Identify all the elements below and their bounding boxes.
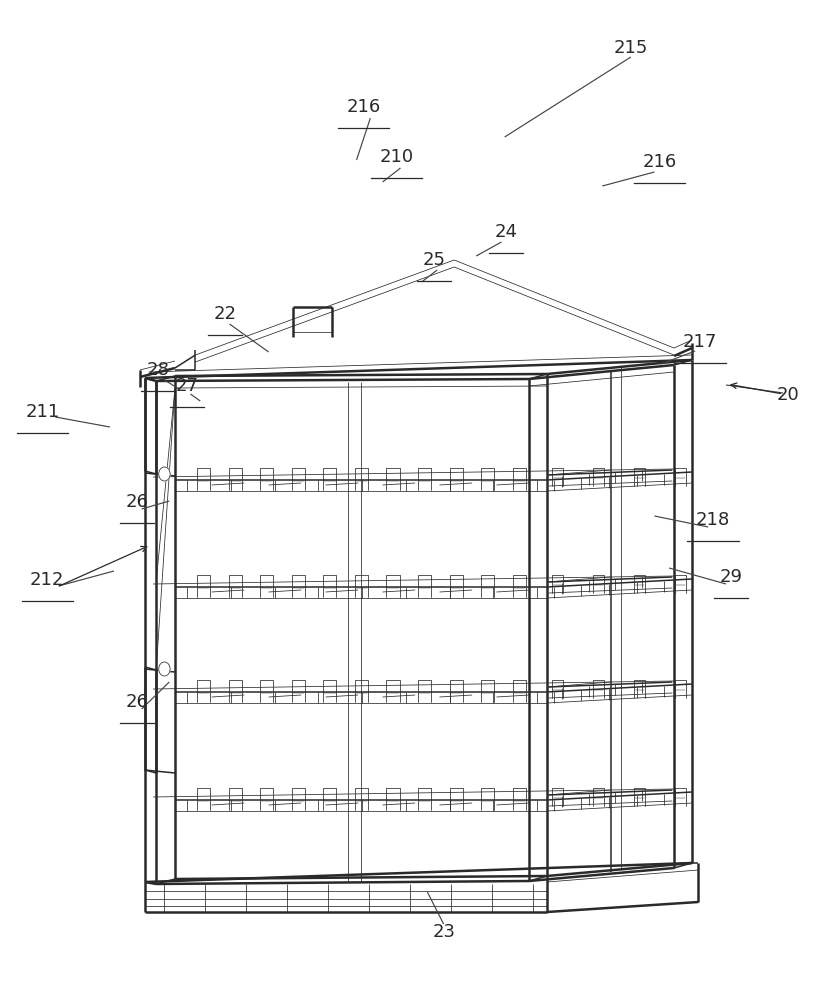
Text: 24: 24 <box>495 223 518 241</box>
Text: 26: 26 <box>125 493 148 511</box>
Circle shape <box>159 467 170 481</box>
Text: 22: 22 <box>213 305 236 323</box>
Text: 211: 211 <box>25 403 59 421</box>
Text: 217: 217 <box>683 333 717 351</box>
Text: 216: 216 <box>642 153 676 171</box>
Text: 27: 27 <box>176 377 199 395</box>
Text: 28: 28 <box>147 361 169 379</box>
Text: 216: 216 <box>347 98 381 116</box>
Text: 212: 212 <box>30 571 64 589</box>
Text: 26: 26 <box>125 693 148 711</box>
Text: 23: 23 <box>432 923 455 941</box>
Text: 218: 218 <box>696 511 730 529</box>
Circle shape <box>159 662 170 676</box>
Text: 20: 20 <box>777 386 799 404</box>
Text: 29: 29 <box>720 568 742 586</box>
Text: 25: 25 <box>422 251 445 269</box>
Text: 210: 210 <box>379 148 414 166</box>
Text: 215: 215 <box>614 39 648 57</box>
